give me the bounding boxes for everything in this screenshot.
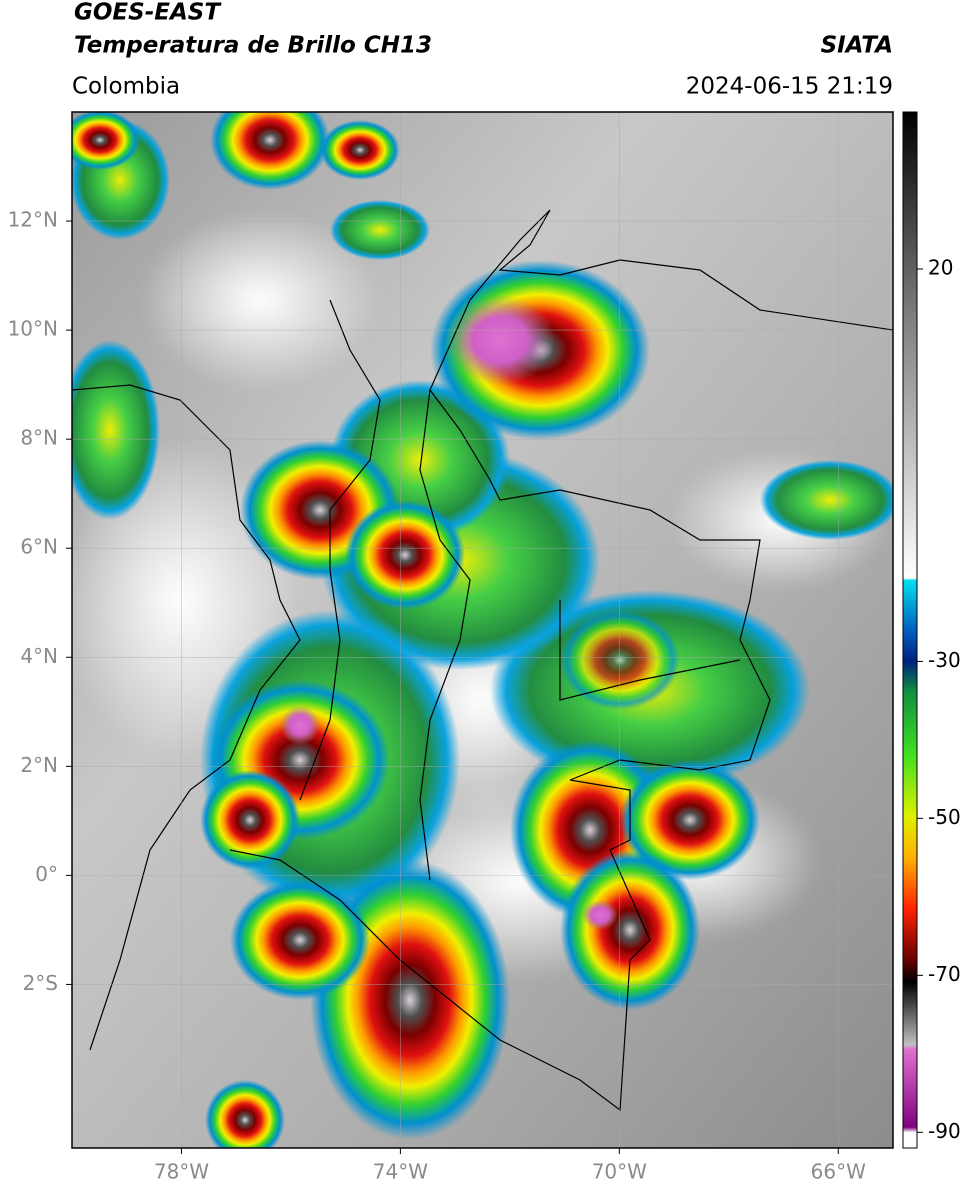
lat-tick-label: 2°S (23, 971, 58, 995)
source: SIATA (821, 33, 893, 59)
satellite-name: GOES-EAST (74, 0, 222, 26)
lat-tick-label: 10°N (8, 317, 58, 341)
map-frame (71, 111, 894, 1149)
colorbar-tick-label: -50 (928, 805, 961, 829)
colorbar-tick-label: -70 (928, 962, 961, 986)
product-name: Temperatura de Brillo CH13 (74, 33, 432, 59)
lon-tick-label: 78°W (154, 1160, 209, 1184)
borders (72, 209, 893, 1112)
timestamp: 2024-06-15 21:19 (686, 74, 893, 100)
colorbar-tick-label: -90 (928, 1119, 961, 1143)
lat-tick-label: 8°N (20, 426, 58, 450)
lat-tick-label: 2°N (20, 753, 58, 777)
lon-tick-label: 70°W (592, 1160, 647, 1184)
graticule (66, 112, 893, 1154)
colorbar-tick-label: -30 (928, 648, 961, 672)
lon-tick-label: 74°W (373, 1160, 428, 1184)
lat-tick-label: 0° (35, 862, 58, 886)
lat-tick-label: 4°N (20, 644, 58, 668)
region: Colombia (72, 74, 180, 100)
lat-tick-label: 12°N (8, 208, 58, 232)
colorbar-tick-label: 20 (928, 255, 953, 279)
lon-tick-label: 66°W (811, 1160, 866, 1184)
satellite-image (72, 112, 893, 1148)
colorbar (902, 111, 918, 1149)
lat-tick-label: 6°N (20, 535, 58, 559)
